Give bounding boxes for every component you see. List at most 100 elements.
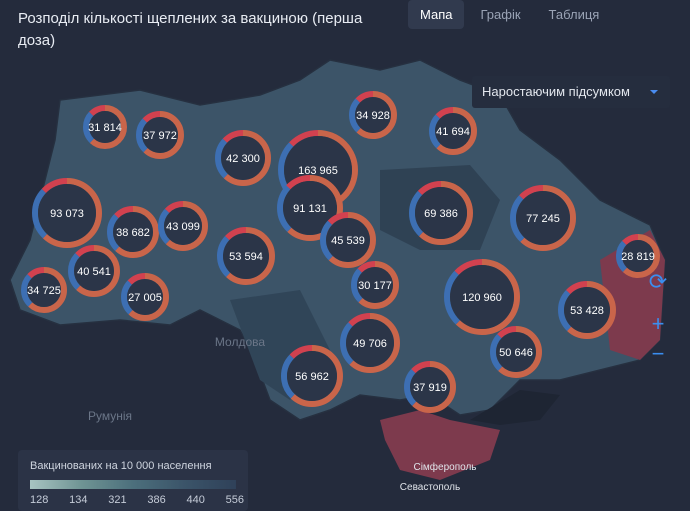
- donut-center: [415, 187, 467, 239]
- donut-segment: [107, 206, 159, 258]
- donut-segment: [158, 201, 208, 251]
- dropdown[interactable]: Наростаючим підсумком: [472, 76, 670, 108]
- donut-segment: [320, 212, 376, 268]
- donut-segment: [32, 178, 102, 248]
- donut-segment: [409, 181, 473, 245]
- donut-segment: [351, 261, 399, 309]
- tab-chart[interactable]: Графік: [480, 7, 521, 22]
- donut-segment: [68, 245, 120, 297]
- legend-gradient: [30, 480, 236, 489]
- marker-label: 120 960: [462, 292, 502, 304]
- donut-segment: [107, 206, 159, 258]
- donut-segment: [429, 107, 477, 155]
- marker-label: 163 965: [298, 165, 338, 177]
- tab-map[interactable]: Мапа: [408, 0, 465, 29]
- donut-center: [326, 218, 370, 262]
- marker-label: 56 962: [295, 371, 329, 383]
- donut-segment: [444, 259, 520, 335]
- marker-label: 30 177: [358, 280, 392, 292]
- marker-label: 28 819: [621, 251, 655, 263]
- donut-segment: [281, 345, 343, 407]
- donut-segment: [510, 185, 576, 251]
- donut-segment: [21, 267, 67, 313]
- donut-segment: [83, 105, 127, 149]
- marker-label: 34 928: [356, 110, 390, 122]
- donut-segment: [278, 130, 358, 210]
- place-label: Севастополь: [400, 482, 460, 493]
- title: Розподіл кількості щеплених за вакциною …: [18, 10, 363, 49]
- marker-label: 49 706: [353, 338, 387, 350]
- donut-segment: [68, 245, 120, 297]
- reset-button[interactable]: ⟳: [648, 269, 668, 294]
- donut-center: [223, 233, 269, 279]
- donut-center: [357, 267, 393, 303]
- donut-segment: [558, 281, 616, 339]
- donut-segment: [404, 361, 456, 413]
- donut-segment: [349, 91, 397, 139]
- donut-segment: [444, 259, 520, 335]
- donut-center: [435, 113, 471, 149]
- place-label: Молдова: [215, 335, 265, 349]
- donut-segment: [277, 175, 343, 241]
- legend-title: Вакцинованих на 10 000 населення: [30, 460, 212, 472]
- marker-label: 91 131: [293, 203, 327, 215]
- donut-segment: [217, 227, 275, 285]
- donut-center: [410, 367, 450, 407]
- marker-label: 53 594: [229, 251, 263, 263]
- legend-ticks: 128 134 321 386 440 556: [30, 494, 244, 506]
- legend-tick: 128: [30, 494, 49, 506]
- donut-center: [113, 212, 153, 252]
- donut-segment: [32, 178, 102, 248]
- zoom-out[interactable]: −: [651, 341, 665, 366]
- donut-segment: [21, 267, 67, 313]
- donut-segment: [215, 130, 271, 186]
- donut-segment: [490, 326, 542, 378]
- donut-center: [164, 207, 202, 245]
- donut-segment: [136, 111, 184, 159]
- donut-center: [450, 265, 514, 329]
- donut-segment: [616, 234, 660, 278]
- legend-tick: 440: [186, 494, 205, 506]
- marker-label: 31 814: [88, 122, 122, 134]
- marker-label: 37 919: [413, 382, 447, 394]
- marker-label: 38 682: [116, 227, 150, 239]
- donut-segment: [510, 185, 576, 251]
- donut-center: [355, 97, 391, 133]
- donut-center: [622, 240, 654, 272]
- donut-segment: [490, 326, 542, 378]
- donut-segment: [215, 130, 271, 186]
- legend-tick: 386: [147, 494, 166, 506]
- sea-of-azov: [470, 390, 560, 425]
- donut-segment: [136, 111, 184, 159]
- donut-segment: [278, 130, 358, 210]
- tab-table[interactable]: Таблиця: [548, 7, 600, 22]
- donut-segment: [340, 313, 400, 373]
- marker-label: 41 694: [436, 126, 470, 138]
- donut-segment: [340, 313, 400, 373]
- donut-segment: [83, 105, 127, 149]
- legend-tick: 134: [69, 494, 88, 506]
- donut-segment: [404, 361, 456, 413]
- tabs: Мапа Графік Таблиця: [408, 0, 611, 29]
- marker-label: 77 245: [526, 213, 560, 225]
- donut-center: [283, 181, 337, 235]
- zoom-in[interactable]: +: [651, 311, 665, 336]
- marker-label: 43 099: [166, 221, 200, 233]
- donut-segment: [320, 212, 376, 268]
- donut-center: [89, 111, 121, 143]
- donut-segment: [616, 234, 660, 278]
- donut-center: [221, 136, 265, 180]
- donut-segment: [121, 273, 169, 321]
- donut-center: [496, 332, 536, 372]
- donut-center: [287, 351, 337, 401]
- marker-label: 45 539: [331, 235, 365, 247]
- legend-tick: 321: [108, 494, 127, 506]
- marker-label: 37 972: [143, 130, 177, 142]
- donut-center: [27, 273, 61, 307]
- legend: Вакцинованих на 10 000 населення 128 134 3…: [18, 450, 248, 511]
- donut-segment: [351, 261, 399, 309]
- donut-center: [38, 184, 96, 242]
- donut-segment: [429, 107, 477, 155]
